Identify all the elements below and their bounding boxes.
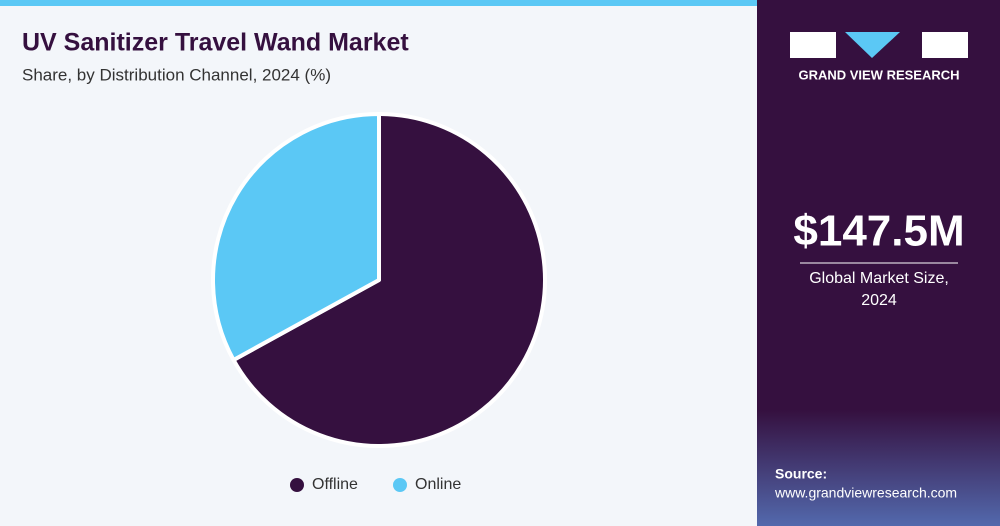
- legend-swatch: [393, 478, 407, 492]
- sidebar-wave: [757, 410, 1000, 526]
- pie-slice: [231, 112, 547, 448]
- logo-mark: [790, 32, 836, 58]
- market-size-label-box: Global Market Size, 2024: [809, 270, 949, 309]
- legend-label: Offline: [312, 476, 358, 493]
- source-url: www.grandviewresearch.com: [774, 485, 957, 501]
- top-strip: [0, 0, 757, 6]
- logo: [790, 32, 968, 58]
- legend-swatch: [290, 478, 304, 492]
- chart-title: UV Sanitizer Travel Wand Market: [22, 29, 409, 57]
- market-size-label: Global Market Size, 2024: [809, 270, 949, 309]
- logo-mark: [922, 32, 968, 58]
- market-size: $147.5M: [793, 207, 964, 256]
- source-label: Source:: [775, 466, 827, 482]
- pie-slice: [211, 112, 381, 362]
- logo-mark: [845, 32, 900, 58]
- chart-subtitle: Share, by Distribution Channel, 2024 (%): [22, 65, 331, 84]
- brand: GRAND VIEW RESEARCH: [798, 67, 959, 82]
- legend-label: Online: [415, 476, 461, 493]
